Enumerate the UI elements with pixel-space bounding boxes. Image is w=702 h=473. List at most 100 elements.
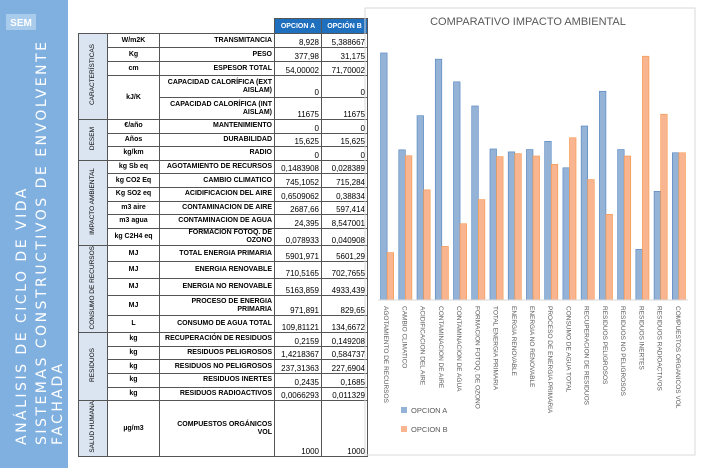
name-cell: TOTAL ENERGIA PRIMARIA [159,244,275,263]
x-tick-label: RESIDUOS PELIGROSOS [601,306,608,385]
logo: SEM [10,18,32,29]
legend-swatch [401,407,407,413]
name-cell: RESIDUOS RADIOACTIVOS [159,386,275,402]
name-cell: RESIDUOS PELIGROSOS [159,345,275,361]
table-row: m3 aire CONTAMINACION DE AIRE 2687,66 597,4… [79,200,368,216]
name-cell: CONTAMINACION DE AGUA [159,214,275,229]
unit-cell: €/año [107,119,160,134]
name-cell: ENERGIA NO RENOVABLE [159,278,275,296]
value-cell: 0,1685 [321,372,368,388]
unit-cell: MJ [107,278,160,296]
name-cell: RECUPERACIÓN DE RESIDUOS [159,332,275,347]
bar [496,156,504,301]
name-cell: COMPUESTOS ORGÁNICOS VOL [159,400,275,458]
value-cell: 5601,29 [321,244,368,263]
x-tick-label: ENERGIA RENOVABLE [510,306,517,377]
value-cell: 8,928 [274,33,322,48]
side-line: FACHADA [50,361,66,445]
table-row: kg RESIDUOS INERTES 0,2435 0,1685 [79,372,368,388]
value-cell: 15,625 [274,132,322,148]
bar [580,125,589,301]
x-tick-label: RESIDUOS INERTES [637,306,644,370]
bar [678,152,686,301]
table-row: kg RESIDUOS PELIGROSOS 1,4218367 0,584737 [79,345,368,361]
unit-cell: L [107,315,160,334]
value-cell: 5163,859 [274,278,322,296]
legend-swatch [401,426,407,432]
side-line: ANÁLISIS DE CICLO DE VIDA [13,186,30,445]
logo-box [6,14,36,30]
name-cell: DURABILIDAD [159,132,275,148]
unit-cell: MJ [107,244,160,263]
bar [386,252,394,301]
bar [526,149,534,301]
unit-cell: m3 aire [107,200,160,216]
table-row: L CONSUMO DE AGUA TOTAL 109,81121 134,6672 [79,315,368,334]
name-cell: PROCESO DE ENERGIA PRIMARIA [159,294,275,317]
table-row: MJ PROCESO DE ENERGIA PRIMARIA 971,891 829,… [79,294,368,317]
value-cell: 15,625 [321,132,368,148]
table-row: kg/km RADIO 0 0 [79,146,368,161]
unit-cell: µg/m3 [107,400,160,458]
unit-cell: kg Sb eq [107,159,160,175]
x-tick-label: CAMBIO CLIMATICO [400,306,407,368]
bar [423,189,431,301]
value-cell: 31,175 [321,47,368,62]
x-tick-label: CONSUMO DE AGUA TOTAL [564,306,571,393]
table-row: Kg SO2 eq ACIDIFICACION DEL AIRE 0,6509062… [79,186,368,202]
value-cell: 54,00002 [274,61,322,76]
name-cell: RESIDUOS INERTES [159,372,275,388]
value-cell: 2687,66 [274,200,322,216]
group-label: SALUD HUMANA [89,401,96,453]
value-cell: 1000 [321,400,368,458]
table-row: m3 agua CONTAMINACION DE AGUA 24,395 8,5470… [79,214,368,229]
x-tick-label: ENERGIA NO RENOVABLE [528,306,535,388]
name-cell: FORMACION FOTOQ. DE OZONO [159,227,275,246]
value-cell: 24,395 [274,214,322,229]
x-tick-label: COMPUESTOS ORGANICOS VOL [674,306,681,409]
value-cell: 0,6509062 [274,186,322,202]
value-cell: 702,7655 [321,261,368,280]
name-cell: AGOTAMIENTO DE RECURSOS [159,159,275,175]
name-cell: CONTAMINACION DE AIRE [159,200,275,216]
table-row: RESIDUOS kg RECUPERACIÓN DE RESIDUOS 0,2159… [78,332,368,402]
table-row: Kg PESO 377,98 31,175 [79,47,368,62]
unit-cell: kg [107,372,160,388]
bar [544,140,552,301]
value-cell: 11675 [321,97,368,120]
bar [489,148,497,301]
x-tick-label: CONTAMINACION DE AGUA [455,306,462,392]
bar [532,155,540,301]
bar [405,155,413,301]
name-cell: PESO [159,47,275,62]
legend-label: OPCION B [411,425,448,434]
value-cell: 0,584737 [321,345,368,361]
value-cell: 0,078933 [274,227,322,246]
bar [380,52,388,301]
bar [434,58,443,301]
bar [471,105,479,301]
unit-cell: kg [107,359,160,374]
table-row: CAPACIDAD CALORÍFICA (INT AISLAM) 11675 11… [79,97,368,120]
name-cell: CAPACIDAD CALORÍFICA (EXT AISLAM) [159,75,275,98]
table-row: MJ ENERGIA NO RENOVABLE 5163,859 4933,439 [79,278,368,296]
table-row: kg CO2 Eq CAMBIO CLIMATICO 745,1052 715,284 [79,173,368,188]
group-cell: CONSUMO DE RECURSOS [78,244,108,334]
name-cell: CAPACIDAD CALORÍFICA (INT AISLAM) [159,97,275,120]
group-label: CARACTERÍSTICAS [89,44,96,106]
name-cell: CAMBIO CLIMATICO [159,173,275,188]
bar [514,153,522,301]
header: OPCIÓN B [321,18,368,34]
table-row: DESEM €/año MANTENIMIENTO 0 0 [78,119,368,161]
value-cell: 0,2435 [274,372,322,388]
group-label: DESEM [89,126,96,150]
bar [605,214,613,301]
bar [642,55,650,301]
unit-cell: kg [107,332,160,347]
unit-cell: kg [107,345,160,361]
x-tick-label: ACIDIFICACION DEL AIRE [419,306,426,386]
value-cell: 227,6904 [321,359,368,374]
value-cell: 0,028389 [321,159,368,175]
value-cell: 715,284 [321,173,368,188]
